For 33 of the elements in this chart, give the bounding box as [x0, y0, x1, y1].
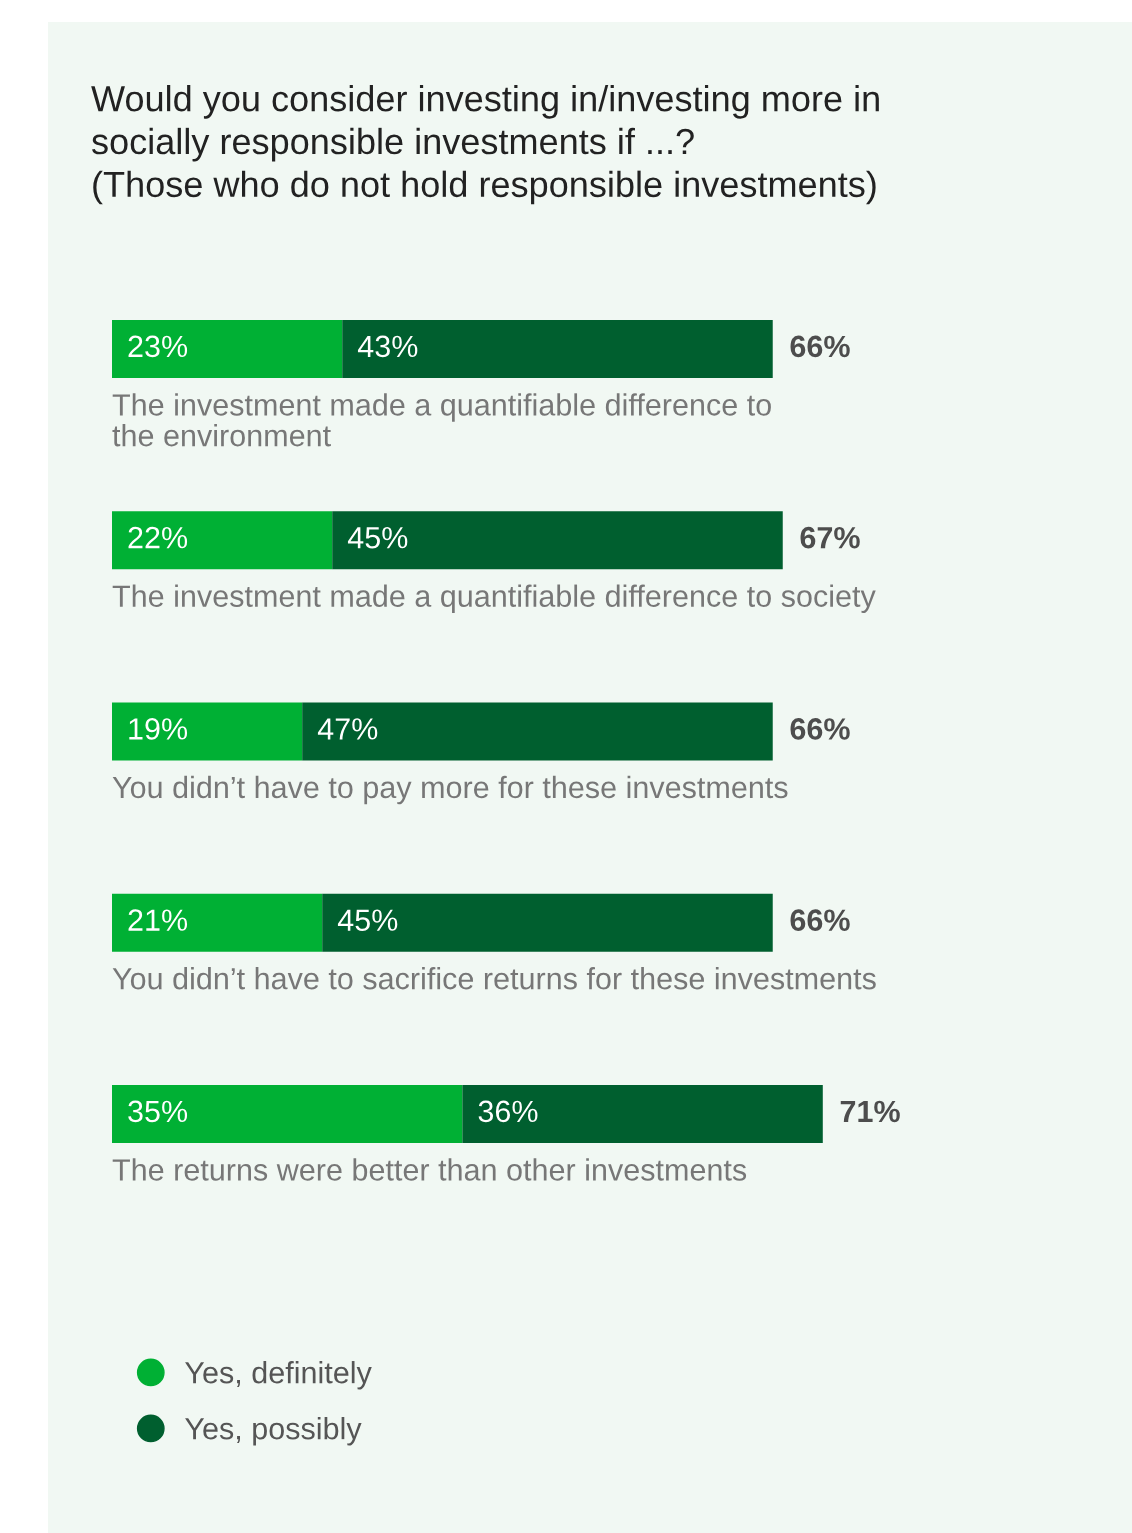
- data-label: 22%: [128, 526, 188, 549]
- legend-label: Yes, definitely: [185, 1361, 372, 1390]
- y-tick-label: You didn’t have to pay more for these investments: [112, 775, 788, 805]
- chart-title: Would you consider investing in/investing more in socially responsible investments if ...? (Those who do not hold responsible investments): [91, 85, 879, 205]
- bar: [112, 511, 333, 570]
- total-label: 66%: [790, 335, 850, 358]
- data-label: 36%: [478, 1100, 538, 1123]
- bar: [342, 320, 773, 378]
- bar: [112, 320, 343, 378]
- bar: [462, 1085, 823, 1143]
- data-label: 19%: [129, 718, 188, 740]
- bar: [332, 511, 783, 570]
- y-tick-label: The investment made a quantifiable difference to the environment: [112, 393, 771, 447]
- data-label: 45%: [337, 909, 398, 931]
- total-label: 71%: [840, 1100, 900, 1123]
- bar: [112, 702, 303, 761]
- data-label: 43%: [357, 335, 418, 358]
- data-label: 35%: [128, 1100, 188, 1123]
- y-tick-label: The investment made a quantifiable difference to society: [112, 584, 876, 614]
- data-label: 45%: [347, 526, 408, 549]
- bar: [112, 893, 323, 952]
- total-label: 66%: [790, 909, 850, 931]
- bar: [302, 702, 773, 761]
- bar: [322, 893, 773, 952]
- total-label: 67%: [800, 526, 860, 549]
- y-tick-label: You didn’t have to sacrifice returns for these investments: [112, 967, 876, 990]
- legend-label: Yes, possibly: [185, 1417, 362, 1446]
- bar: [112, 1085, 463, 1143]
- data-label: 47%: [317, 718, 378, 740]
- data-label: 23%: [128, 335, 188, 358]
- y-tick-label: The returns were better than other investments: [112, 1158, 747, 1181]
- data-label: 21%: [128, 909, 188, 931]
- total-label: 66%: [790, 718, 850, 740]
